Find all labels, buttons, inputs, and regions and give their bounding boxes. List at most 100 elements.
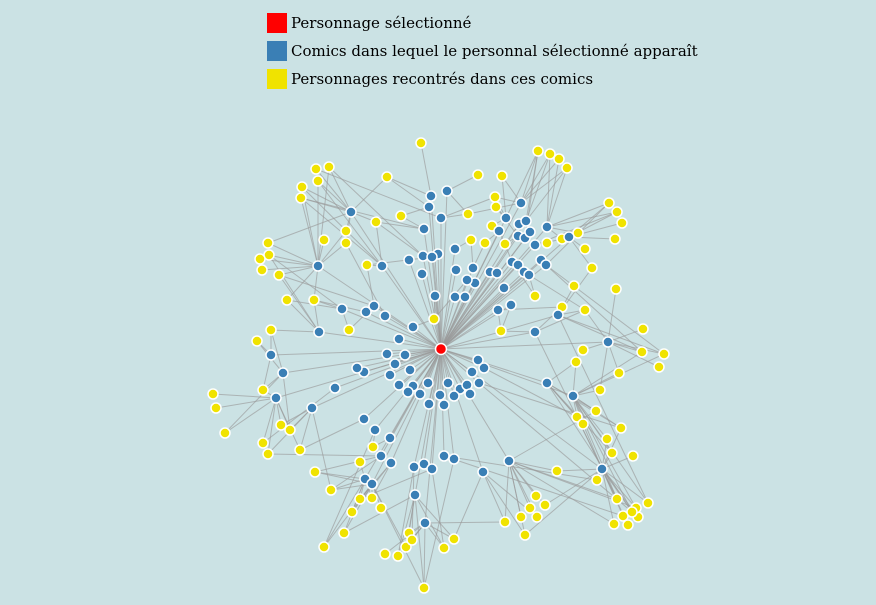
comic-node[interactable] — [329, 382, 341, 394]
character-node[interactable] — [608, 518, 620, 530]
character-node[interactable] — [579, 304, 591, 316]
character-node[interactable] — [310, 163, 322, 175]
comic-node[interactable] — [402, 386, 414, 398]
comic-node[interactable] — [381, 348, 393, 360]
comic-node[interactable] — [515, 197, 527, 209]
comic-node[interactable] — [520, 215, 532, 227]
character-node[interactable] — [570, 356, 582, 368]
comic-node[interactable] — [379, 310, 391, 322]
character-node[interactable] — [323, 161, 335, 173]
comic-node[interactable] — [425, 190, 437, 202]
character-node[interactable] — [406, 534, 418, 546]
comic-node[interactable] — [477, 466, 489, 478]
comic-node[interactable] — [419, 517, 431, 529]
character-node[interactable] — [265, 324, 277, 336]
comic-node[interactable] — [505, 299, 517, 311]
comic-node[interactable] — [435, 212, 447, 224]
character-node[interactable] — [530, 490, 542, 502]
character-node[interactable] — [448, 533, 460, 545]
character-node[interactable] — [551, 465, 563, 477]
character-node[interactable] — [275, 419, 287, 431]
comic-node[interactable] — [448, 453, 460, 465]
comic-node[interactable] — [423, 201, 435, 213]
character-node[interactable] — [609, 233, 621, 245]
character-node[interactable] — [281, 294, 293, 306]
character-node[interactable] — [465, 234, 477, 246]
comic-node[interactable] — [596, 463, 608, 475]
character-node[interactable] — [308, 294, 320, 306]
comic-node[interactable] — [368, 300, 380, 312]
comic-node[interactable] — [464, 388, 476, 400]
character-node[interactable] — [594, 384, 606, 396]
character-node[interactable] — [325, 484, 337, 496]
character-node[interactable] — [603, 197, 615, 209]
comic-node[interactable] — [313, 326, 325, 338]
character-node[interactable] — [295, 192, 307, 204]
character-node[interactable] — [366, 492, 378, 504]
character-node[interactable] — [210, 402, 222, 414]
character-node[interactable] — [611, 206, 623, 218]
character-node[interactable] — [375, 502, 387, 514]
character-node[interactable] — [346, 506, 358, 518]
comic-node[interactable] — [414, 388, 426, 400]
character-node[interactable] — [219, 427, 231, 439]
character-node[interactable] — [499, 238, 511, 250]
character-node[interactable] — [251, 335, 263, 347]
character-node[interactable] — [354, 456, 366, 468]
comic-node[interactable] — [366, 478, 378, 490]
comic-node[interactable] — [404, 364, 416, 376]
comic-node[interactable] — [492, 304, 504, 316]
comic-node[interactable] — [393, 333, 405, 345]
character-node[interactable] — [610, 283, 622, 295]
character-node[interactable] — [338, 527, 350, 539]
comic-node[interactable] — [434, 389, 446, 401]
comic-node[interactable] — [408, 461, 420, 473]
comic-node[interactable] — [541, 221, 553, 233]
character-node[interactable] — [539, 499, 551, 511]
comic-node[interactable] — [418, 458, 430, 470]
comic-node[interactable] — [312, 260, 324, 272]
comic-node[interactable] — [376, 260, 388, 272]
comic-node[interactable] — [524, 226, 536, 238]
character-node[interactable] — [262, 448, 274, 460]
comic-node[interactable] — [426, 463, 438, 475]
character-node[interactable] — [438, 542, 450, 554]
comic-node[interactable] — [351, 362, 363, 374]
character-node[interactable] — [284, 424, 296, 436]
comic-node[interactable] — [448, 390, 460, 402]
comic-node[interactable] — [503, 455, 515, 467]
character-node[interactable] — [586, 262, 598, 274]
comic-node[interactable] — [270, 392, 282, 404]
character-node[interactable] — [312, 175, 324, 187]
character-node[interactable] — [601, 433, 613, 445]
character-node[interactable] — [637, 323, 649, 335]
comic-node[interactable] — [540, 259, 552, 271]
character-node[interactable] — [262, 237, 274, 249]
character-node[interactable] — [207, 388, 219, 400]
character-node[interactable] — [626, 506, 638, 518]
character-node[interactable] — [627, 450, 639, 462]
character-node[interactable] — [496, 170, 508, 182]
character-node[interactable] — [529, 290, 541, 302]
character-node[interactable] — [381, 171, 393, 183]
comic-node[interactable] — [441, 185, 453, 197]
comic-node[interactable] — [478, 362, 490, 374]
comic-node[interactable] — [384, 432, 396, 444]
character-node[interactable] — [254, 253, 266, 265]
character-node[interactable] — [577, 344, 589, 356]
character-node[interactable] — [658, 348, 670, 360]
comic-node[interactable] — [541, 377, 553, 389]
comic-node[interactable] — [399, 349, 411, 361]
character-node[interactable] — [499, 516, 511, 528]
character-node[interactable] — [613, 367, 625, 379]
character-node[interactable] — [309, 466, 321, 478]
comic-node[interactable] — [277, 367, 289, 379]
character-node[interactable] — [495, 325, 507, 337]
comic-node[interactable] — [426, 251, 438, 263]
comic-node[interactable] — [306, 402, 318, 414]
character-node[interactable] — [553, 153, 565, 165]
character-node[interactable] — [395, 210, 407, 222]
character-node[interactable] — [370, 216, 382, 228]
comic-node[interactable] — [552, 309, 564, 321]
character-node[interactable] — [257, 437, 269, 449]
